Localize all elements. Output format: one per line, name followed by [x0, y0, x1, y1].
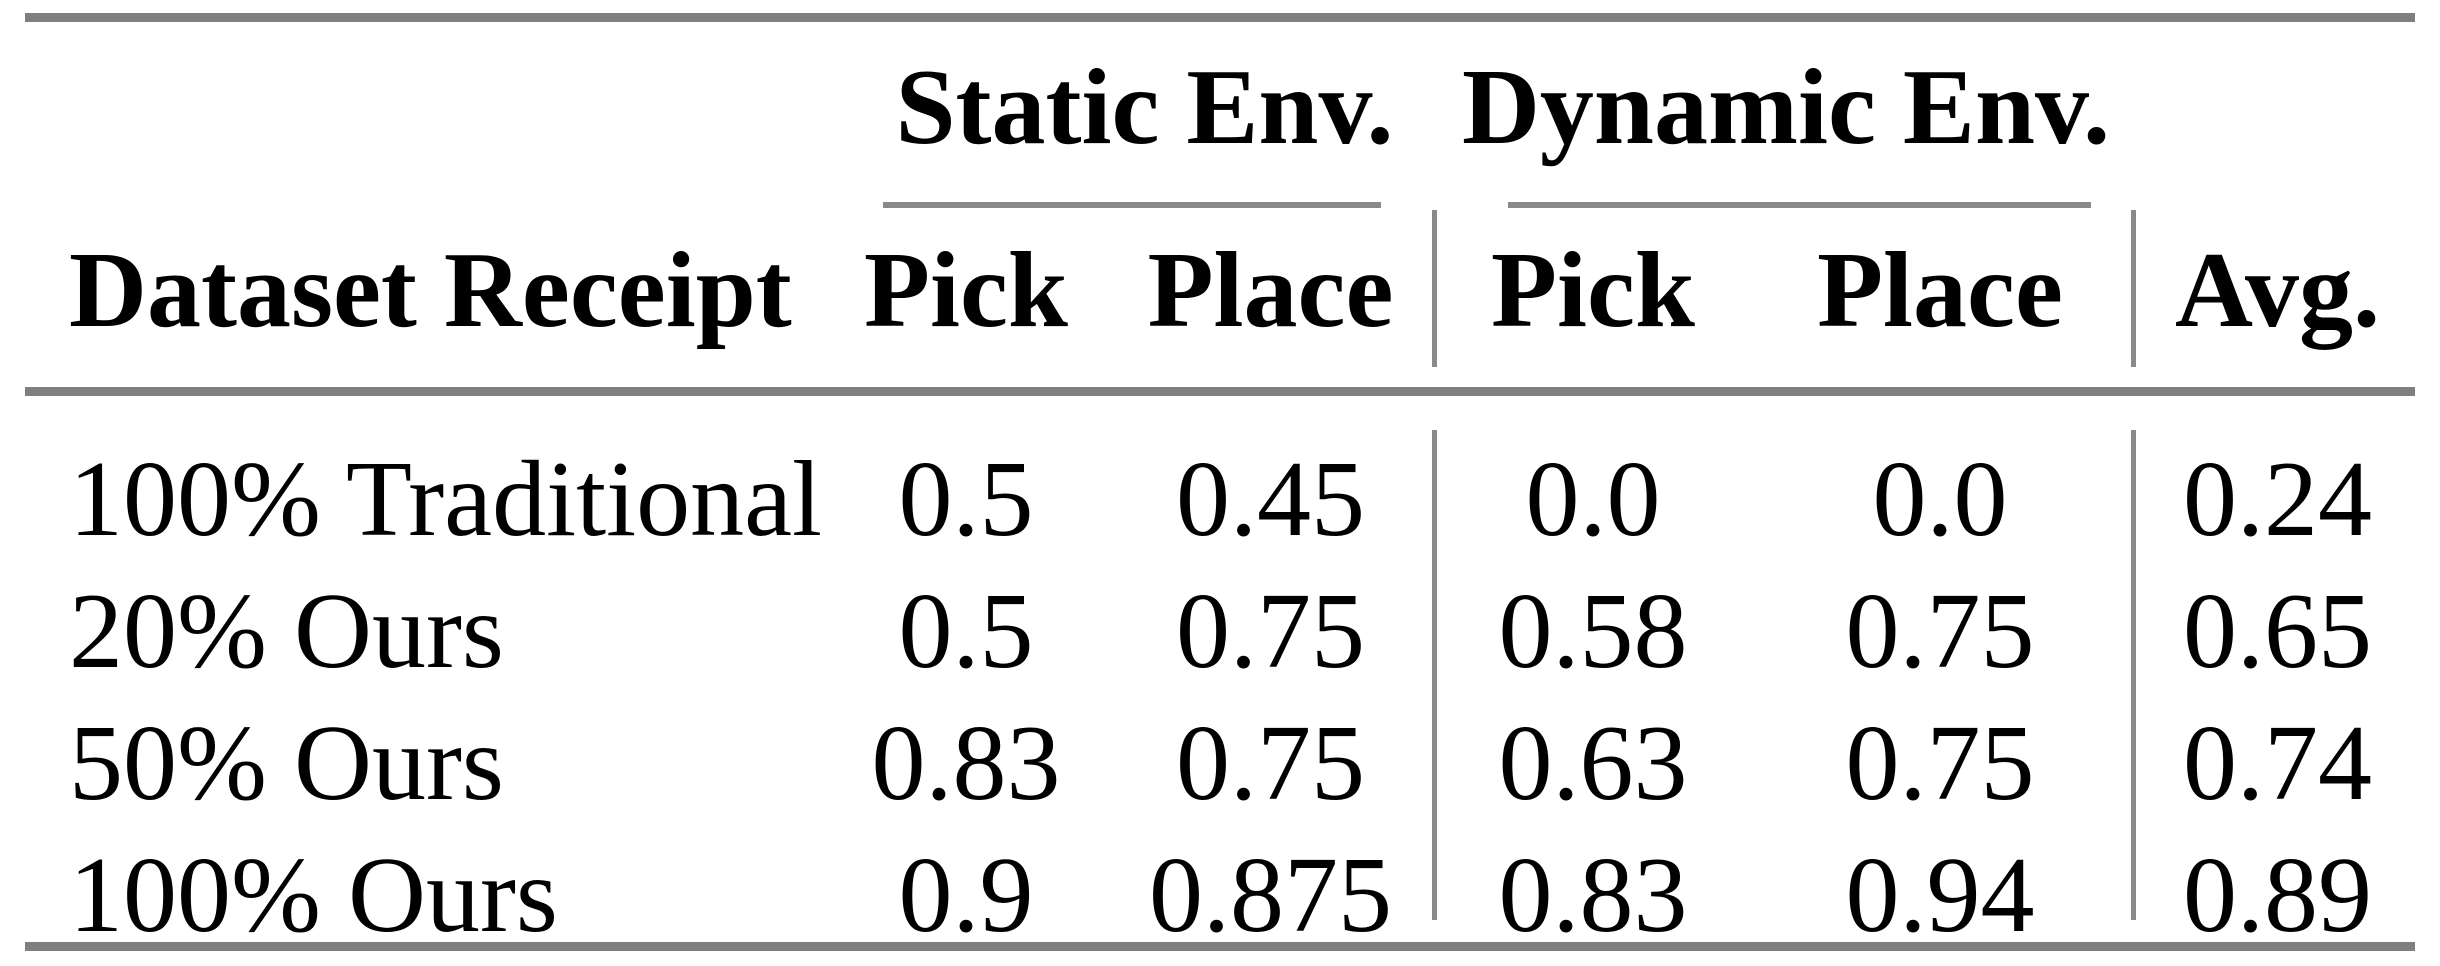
top-rule [25, 13, 2415, 22]
vertical-divider-dynamic-avg-body [2131, 430, 2136, 920]
cell-static-pick: 0.9 [898, 836, 1034, 955]
cell-dynamic-pick: 0.83 [1498, 836, 1688, 955]
cell-static-place: 0.75 [1176, 572, 1365, 691]
cell-static-place: 0.875 [1149, 836, 1392, 955]
cell-dynamic-place: 0.94 [1845, 836, 2035, 955]
row-label: 100% Traditional [69, 440, 823, 559]
header-cell-dynamic-place: Place [1817, 231, 2063, 350]
row-label: 100% Ours [69, 836, 558, 955]
table-header-row: Dataset Receipt Pick Place Pick Place Av… [25, 237, 2417, 345]
row-label: 50% Ours [69, 704, 504, 823]
cell-dynamic-pick: 0.63 [1498, 704, 1688, 823]
table-row: 100% Traditional 0.5 0.45 0.0 0.0 0.24 [25, 446, 2417, 554]
table-row: 100% Ours 0.9 0.875 0.83 0.94 0.89 [25, 842, 2417, 950]
table-row: 20% Ours 0.5 0.75 0.58 0.75 0.65 [25, 578, 2417, 686]
cell-dynamic-place: 0.75 [1845, 704, 2035, 823]
cell-dynamic-place: 0.75 [1845, 572, 2035, 691]
header-cell-static-pick: Pick [864, 231, 1068, 350]
vertical-divider-static-dynamic-header [1432, 210, 1437, 367]
table-row: 50% Ours 0.83 0.75 0.63 0.75 0.74 [25, 710, 2417, 818]
header-cell-static-place: Place [1147, 231, 1394, 350]
cmidrule-static-env [883, 202, 1381, 208]
cell-dynamic-pick: 0.58 [1498, 572, 1688, 691]
header-cell-avg: Avg. [2175, 231, 2380, 350]
cell-static-place: 0.75 [1176, 704, 1365, 823]
vertical-divider-dynamic-avg-header [2131, 210, 2136, 367]
cell-static-place: 0.45 [1176, 440, 1365, 559]
column-group-dynamic-env: Dynamic Env. [1461, 48, 2111, 167]
vertical-divider-static-dynamic-body [1432, 430, 1437, 920]
header-cell-dynamic-pick: Pick [1491, 231, 1695, 350]
cell-static-pick: 0.5 [898, 440, 1034, 559]
cell-static-pick: 0.5 [898, 572, 1034, 691]
cell-dynamic-pick: 0.0 [1525, 440, 1661, 559]
cell-dynamic-place: 0.0 [1872, 440, 2008, 559]
header-midrule [25, 387, 2415, 396]
cell-avg: 0.24 [2183, 440, 2372, 559]
column-group-static-env: Static Env. [895, 48, 1394, 167]
cell-static-pick: 0.83 [871, 704, 1061, 823]
cell-avg: 0.89 [2183, 836, 2372, 955]
cell-avg: 0.74 [2183, 704, 2372, 823]
bottom-rule [25, 942, 2415, 951]
header-cell-dataset-receipt: Dataset Receipt [69, 231, 792, 350]
cell-avg: 0.65 [2183, 572, 2372, 691]
cmidrule-dynamic-env [1508, 202, 2091, 208]
row-label: 20% Ours [69, 572, 504, 691]
